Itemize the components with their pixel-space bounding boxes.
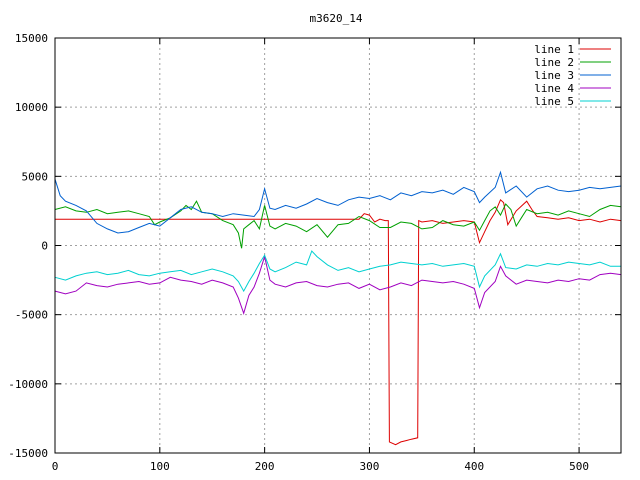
series-line-1	[55, 198, 622, 446]
y-tick-label: -10000	[8, 378, 48, 391]
legend-label: line 1	[534, 43, 574, 56]
y-tick-label: 0	[41, 240, 48, 253]
x-tick-label: 200	[255, 460, 275, 473]
legend-label: line 4	[534, 82, 574, 95]
x-tick-label: 300	[360, 460, 380, 473]
legend-label: line 5	[534, 95, 574, 108]
series-line-4	[54, 254, 622, 315]
legend-label: line 2	[534, 56, 574, 69]
x-tick-label: 400	[464, 460, 484, 473]
legend-label: line 3	[534, 69, 574, 82]
plot-frame	[54, 37, 622, 454]
series-line-2	[54, 200, 622, 249]
axis-ticks: 0 100 200 300 400 500 -15000 -10000 -5000 0 5000 10…	[8, 32, 621, 473]
y-tick-label: 5000	[22, 170, 49, 183]
x-tick-label: 100	[150, 460, 170, 473]
x-tick-label: 500	[569, 460, 589, 473]
grid-lines	[55, 38, 621, 453]
y-tick-label: 10000	[15, 101, 48, 114]
plot-lines	[54, 170, 622, 446]
x-tick-label: 0	[52, 460, 59, 473]
y-tick-label: -15000	[8, 447, 48, 460]
y-tick-label: -5000	[15, 309, 48, 322]
series-line-3	[54, 170, 622, 234]
y-tick-label: 15000	[15, 32, 48, 45]
series-line-5	[54, 250, 621, 293]
chart-title: m3620_14	[310, 12, 363, 25]
